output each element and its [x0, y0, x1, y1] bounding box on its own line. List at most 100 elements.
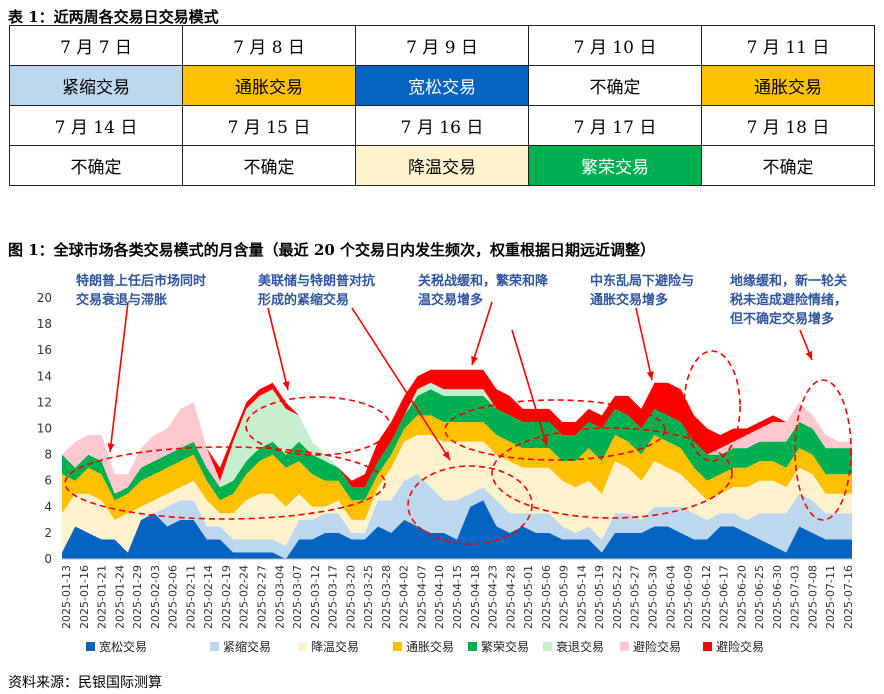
series-area-7 — [62, 369, 852, 488]
x-tick-label: 2025-05-06 — [540, 565, 553, 629]
x-tick-label: 2025-05-27 — [629, 565, 642, 629]
table-title: 表 1：近两周各交易日交易模式 — [8, 8, 219, 26]
legend-label: 衰退交易 — [556, 639, 604, 654]
mode-cell: 不确定 — [182, 145, 356, 186]
x-tick-label: 2025-01-16 — [78, 565, 91, 629]
x-tick-label: 2025-06-04 — [664, 565, 677, 629]
annotation-text: 通胀交易增多 — [590, 292, 668, 308]
x-tick-label: 2025-03-17 — [327, 565, 340, 629]
legend-label: 降温交易 — [311, 639, 359, 654]
x-tick-label: 2025-03-25 — [362, 565, 375, 629]
legend-swatch — [543, 642, 552, 651]
annotation-arrowhead — [541, 437, 548, 446]
x-tick-label: 2025-03-28 — [380, 565, 393, 629]
annotation-text: 形成的紧缩交易 — [258, 292, 349, 308]
x-tick-label: 2025-04-15 — [451, 565, 464, 629]
mode-cell: 不确定 — [701, 145, 875, 186]
highlight-ellipse — [407, 465, 533, 545]
x-tick-label: 2025-01-29 — [131, 565, 144, 629]
y-tick-label: 20 — [37, 291, 52, 305]
x-tick-label: 2025-03-12 — [309, 565, 322, 629]
x-tick-label: 2025-06-25 — [753, 565, 766, 629]
date-cell: 7 月 18 日 — [701, 105, 875, 146]
legend-label: 避险交易 — [716, 639, 764, 654]
date-cell: 7 月 11 日 — [701, 25, 875, 66]
y-tick-label: 14 — [37, 369, 52, 383]
x-tick-label: 2025-01-24 — [113, 565, 126, 629]
series-area-2 — [62, 435, 852, 553]
y-tick-label: 8 — [44, 448, 52, 462]
y-tick-label: 6 — [44, 474, 52, 488]
annotation-arrowhead — [282, 381, 290, 390]
date-cell: 7 月 16 日 — [355, 105, 529, 146]
legend-label: 通胀交易 — [406, 639, 454, 654]
mode-cell: 通胀交易 — [182, 65, 356, 106]
mode-cell: 不确定 — [9, 145, 183, 186]
figure-title: 图 1：全球市场各类交易模式的月含量（最近 20 个交易日内发生频次，权重根据日… — [8, 241, 655, 259]
x-tick-label: 2025-02-11 — [184, 565, 197, 629]
annotation-text: 但不确定交易增多 — [729, 311, 834, 327]
date-cell: 7 月 14 日 — [9, 105, 183, 146]
annotation-text: 特朗普上任后市场同时 — [76, 273, 206, 289]
x-tick-label: 2025-07-16 — [842, 565, 855, 629]
x-tick-label: 2025-02-03 — [149, 565, 162, 629]
legend-swatch — [298, 642, 307, 651]
mode-cell: 降温交易 — [355, 145, 529, 186]
x-tick-label: 2025-06-30 — [771, 565, 784, 629]
y-tick-label: 0 — [44, 552, 52, 566]
x-tick-label: 2025-02-24 — [238, 565, 251, 629]
annotation-arrowhead — [646, 371, 654, 380]
x-tick-label: 2025-04-23 — [487, 565, 500, 629]
annotation-arrowhead — [805, 351, 813, 360]
legend-swatch — [86, 642, 95, 651]
table-row: 不确定 不确定 降温交易 繁荣交易 不确定 — [9, 145, 875, 186]
x-tick-label: 2025-06-17 — [718, 565, 731, 629]
mode-cell: 紧缩交易 — [9, 65, 183, 106]
y-tick-label: 10 — [37, 422, 52, 436]
highlight-ellipse — [64, 446, 386, 520]
legend-label: 繁荣交易 — [481, 639, 529, 654]
annotation-arrow-line — [351, 307, 451, 461]
annotation-text: 税未造成避险情绪， — [730, 292, 847, 308]
highlight-ellipse — [444, 399, 666, 461]
y-tick-label: 16 — [37, 343, 52, 357]
x-tick-label: 2025-05-30 — [647, 565, 660, 629]
annotation-arrow-line — [109, 301, 129, 453]
x-tick-label: 2025-06-09 — [682, 565, 695, 629]
x-tick-label: 2025-05-01 — [522, 565, 535, 629]
date-cell: 7 月 8 日 — [182, 25, 356, 66]
y-tick-label: 18 — [37, 317, 52, 331]
highlight-ellipse — [491, 427, 733, 519]
x-tick-label: 2025-03-07 — [291, 565, 304, 629]
x-tick-label: 2025-07-08 — [807, 565, 820, 629]
legend-swatch — [703, 642, 712, 651]
date-cell: 7 月 10 日 — [528, 25, 702, 66]
annotation-text: 温交易增多 — [418, 292, 483, 308]
x-tick-label: 2025-04-18 — [469, 565, 482, 629]
series-area-1 — [62, 474, 852, 559]
mode-cell: 宽松交易 — [355, 65, 529, 106]
date-cell: 7 月 7 日 — [9, 25, 183, 66]
x-tick-label: 2025-02-27 — [256, 565, 269, 629]
mode-cell: 繁荣交易 — [528, 145, 702, 186]
legend-swatch — [620, 642, 629, 651]
x-tick-label: 2025-05-22 — [611, 565, 624, 629]
date-cell: 7 月 17 日 — [528, 105, 702, 146]
y-tick-label: 2 — [44, 526, 52, 540]
annotation-arrow-line — [635, 307, 653, 381]
x-tick-label: 2025-06-20 — [735, 565, 748, 629]
x-tick-label: 2025-04-02 — [398, 565, 411, 629]
stacked-area-chart: 0 2 4 6 8 10 12 14 16 18 20 2025-01-13 2025-01-16 202… — [37, 273, 855, 654]
annotation-text: 美联储与特朗普对抗 — [258, 273, 375, 289]
x-tick-label: 2025-04-10 — [433, 565, 446, 629]
mode-cell: 不确定 — [528, 65, 702, 106]
date-cell: 7 月 9 日 — [355, 25, 529, 66]
legend-label: 避险交易 — [633, 639, 681, 654]
annotation-text: 地缘缓和，新一轮关 — [730, 273, 847, 289]
highlight-ellipse — [794, 379, 852, 521]
annotation-text: 交易衰退与滞胀 — [76, 292, 167, 308]
annotation-arrowhead — [442, 451, 450, 460]
